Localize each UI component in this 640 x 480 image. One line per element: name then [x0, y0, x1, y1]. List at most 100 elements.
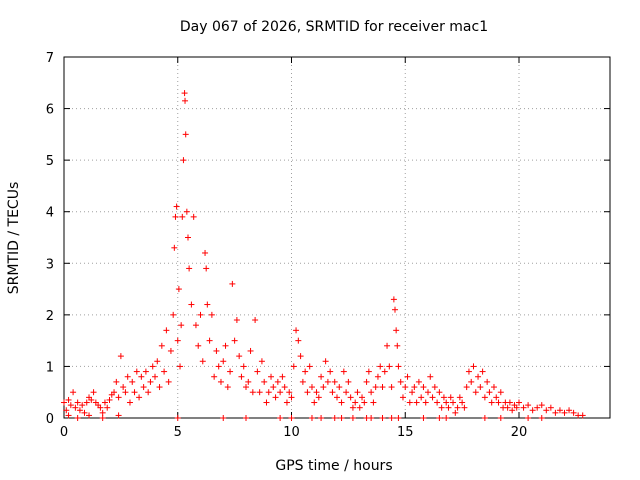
data-point: [475, 373, 482, 380]
y-tick-label: 5: [46, 154, 54, 169]
data-point: [395, 363, 402, 370]
data-point: [334, 394, 340, 401]
data-point: [336, 384, 343, 391]
data-point: [231, 337, 238, 344]
data-point: [161, 368, 168, 375]
data-point: [86, 412, 93, 419]
data-point: [113, 378, 120, 385]
data-point: [359, 394, 366, 401]
data-point: [249, 389, 256, 396]
data-point: [431, 384, 438, 391]
data-point: [240, 363, 247, 370]
data-point: [295, 337, 302, 344]
y-tick-label: 4: [46, 206, 54, 221]
data-point: [270, 384, 277, 391]
data-point: [258, 358, 265, 365]
data-point: [131, 389, 138, 396]
data-point: [345, 378, 352, 385]
data-point: [129, 378, 136, 385]
x-axis-title: GPS time / hours: [275, 458, 392, 474]
data-point: [263, 399, 270, 406]
data-point: [173, 203, 180, 210]
data-point: [347, 394, 354, 401]
plot-frame: [63, 56, 611, 419]
data-point: [368, 389, 375, 396]
data-point: [374, 373, 381, 380]
data-point: [192, 322, 199, 329]
data-point: [243, 415, 249, 421]
data-point: [265, 389, 272, 396]
data-point: [468, 378, 475, 385]
data-point: [534, 404, 541, 411]
data-point: [63, 407, 70, 414]
data-point: [175, 286, 182, 293]
data-point: [83, 399, 90, 406]
data-point: [174, 337, 181, 344]
data-point: [165, 378, 172, 385]
data-point: [409, 389, 416, 396]
data-point: [313, 389, 320, 396]
data-point: [65, 412, 72, 419]
data-point: [461, 404, 468, 411]
data-point: [329, 389, 336, 396]
data-point: [122, 389, 129, 396]
data-point: [415, 378, 422, 385]
data-point: [429, 394, 436, 401]
data-point: [443, 415, 450, 421]
x-tick-label: 10: [283, 425, 300, 440]
data-point: [120, 384, 127, 391]
data-point: [438, 404, 445, 411]
data-point: [97, 404, 104, 411]
data-point: [170, 311, 177, 318]
data-point: [338, 399, 345, 406]
data-point: [349, 404, 356, 411]
data-point: [204, 301, 211, 308]
data-point: [206, 337, 213, 344]
data-point: [252, 317, 259, 324]
data-point: [138, 373, 145, 380]
data-point: [504, 404, 511, 411]
data-point: [392, 306, 399, 313]
data-point: [331, 415, 338, 421]
data-point: [552, 409, 559, 416]
data-point: [384, 342, 391, 349]
data-point: [481, 394, 488, 401]
data-point: [349, 415, 356, 421]
data-point: [450, 399, 457, 406]
data-point: [222, 342, 229, 349]
data-point: [149, 363, 156, 370]
data-point: [436, 389, 443, 396]
data-point: [184, 234, 191, 241]
data-point: [277, 415, 284, 421]
data-point: [343, 389, 350, 396]
data-point: [386, 363, 393, 370]
data-point: [561, 409, 568, 416]
data-point: [243, 384, 249, 391]
data-point: [420, 384, 427, 391]
data-point: [470, 363, 477, 370]
data-point: [74, 399, 81, 406]
data-point: [399, 394, 406, 401]
data-point: [220, 415, 227, 421]
data-point: [525, 402, 532, 409]
data-point: [493, 394, 500, 401]
grid-lines: [64, 57, 610, 418]
data-point: [115, 412, 122, 419]
data-point: [177, 363, 184, 370]
x-tick-label: 20: [511, 425, 528, 440]
data-point: [133, 368, 140, 375]
data-point: [363, 378, 370, 385]
data-point: [172, 213, 179, 220]
data-point: [156, 384, 163, 391]
data-point: [394, 342, 401, 349]
data-point: [465, 368, 472, 375]
data-point: [81, 409, 88, 416]
data-point: [404, 373, 411, 380]
data-point: [178, 322, 185, 329]
data-point: [397, 378, 404, 385]
chart-title: Day 067 of 2026, SRMTID for receiver mac…: [180, 19, 488, 35]
data-point: [459, 399, 466, 406]
data-point: [167, 347, 174, 354]
data-point: [163, 327, 170, 334]
data-point: [208, 311, 215, 318]
